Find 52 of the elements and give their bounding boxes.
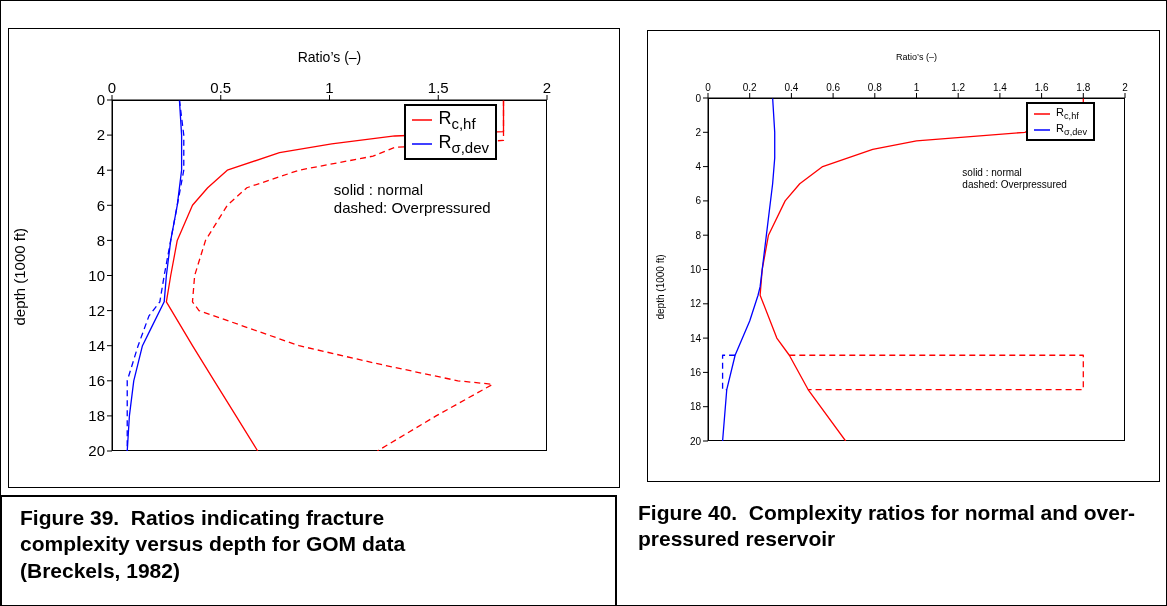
- annotation: solid : normal: [962, 166, 1023, 179]
- y-tick-label: 4: [695, 161, 702, 173]
- x-axis-title: Ratio’s (–): [297, 49, 362, 65]
- y-tick-label: 6: [695, 195, 702, 207]
- y-tick-label: 2: [96, 126, 105, 144]
- legend-label: R$_{c,hf}$: [1056, 106, 1079, 122]
- x-tick-label: 1.8: [1076, 82, 1091, 93]
- x-tick-label: 1: [325, 79, 334, 96]
- y-tick-label: 20: [689, 435, 702, 447]
- y-tick-label: 20: [88, 442, 105, 460]
- caption: Figure 40. Complexity ratios for normal and over-pressured reservoir: [638, 500, 1137, 553]
- y-axis-title: depth (1000 ft): [11, 227, 29, 326]
- y-tick-label: 8: [96, 231, 105, 249]
- line-series: [721, 98, 776, 441]
- x-tick-label: 0.6: [826, 82, 841, 93]
- y-axis-title: depth (1000 ft): [654, 254, 666, 320]
- y-tick-label: 0: [695, 92, 702, 104]
- y-tick-label: 16: [88, 372, 105, 390]
- legend-label: R$_{σ,dev}$: [438, 131, 489, 156]
- annotation: dashed: Overpressured: [333, 198, 491, 217]
- y-tick-label: 14: [88, 337, 105, 355]
- x-tick-label: 0: [705, 82, 712, 93]
- x-tick-label: 2: [1122, 82, 1129, 93]
- y-tick-label: 4: [96, 161, 105, 179]
- caption: Figure 39. Ratios indicating fracture complexity versus depth for GOM data (Breckels, 1982): [20, 505, 407, 584]
- x-tick-label: 1: [913, 82, 920, 93]
- x-tick-label: 0: [107, 79, 117, 96]
- y-tick-label: 12: [689, 298, 702, 310]
- y-tick-label: 8: [695, 229, 702, 241]
- y-tick-label: 10: [689, 264, 702, 276]
- x-tick-label: 0.4: [784, 82, 799, 93]
- x-tick-label: 1.6: [1034, 82, 1049, 93]
- y-tick-label: 2: [695, 126, 702, 138]
- legend-label: R$_{σ,dev}$: [1056, 121, 1087, 138]
- annotation: solid : normal: [333, 180, 425, 199]
- legend-label: R$_{c,hf}$: [438, 108, 476, 132]
- x-tick-label: 0.8: [867, 82, 883, 93]
- x-tick-label: 0.5: [210, 79, 232, 96]
- x-tick-label: 1.2: [951, 82, 966, 93]
- x-tick-label: 0.2: [742, 82, 758, 93]
- y-tick-label: 16: [689, 366, 702, 378]
- y-tick-label: 18: [689, 401, 702, 413]
- y-tick-label: 14: [689, 332, 702, 344]
- x-axis-title: Ratio’s (–): [896, 52, 937, 62]
- x-tick-label: 1.5: [427, 79, 449, 96]
- y-tick-label: 10: [88, 266, 105, 284]
- x-tick-label: 2: [542, 79, 552, 96]
- y-tick-label: 6: [96, 196, 105, 214]
- x-tick-label: 1.4: [992, 82, 1008, 93]
- annotation: dashed: Overpressured: [962, 178, 1067, 191]
- y-tick-label: 12: [88, 301, 105, 319]
- y-tick-label: 18: [88, 407, 105, 425]
